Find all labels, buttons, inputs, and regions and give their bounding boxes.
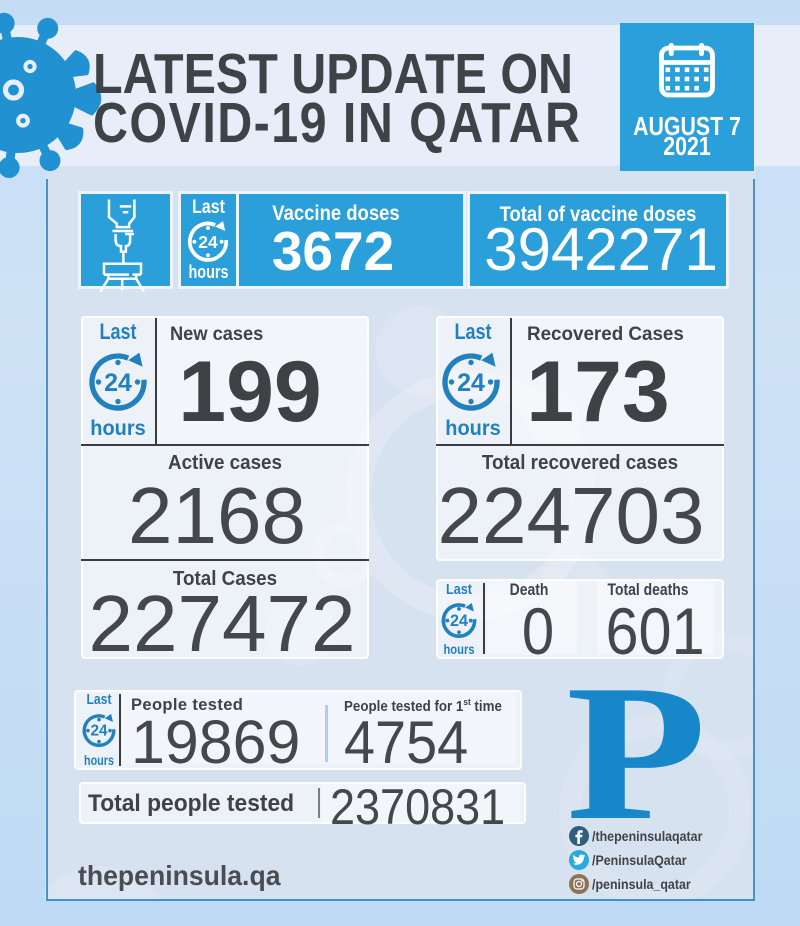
svg-text:24: 24 [198,232,218,252]
svg-text:24: 24 [90,723,108,740]
svg-text:24: 24 [104,369,132,397]
svg-text:24: 24 [450,612,468,630]
svg-text:24: 24 [457,369,485,397]
